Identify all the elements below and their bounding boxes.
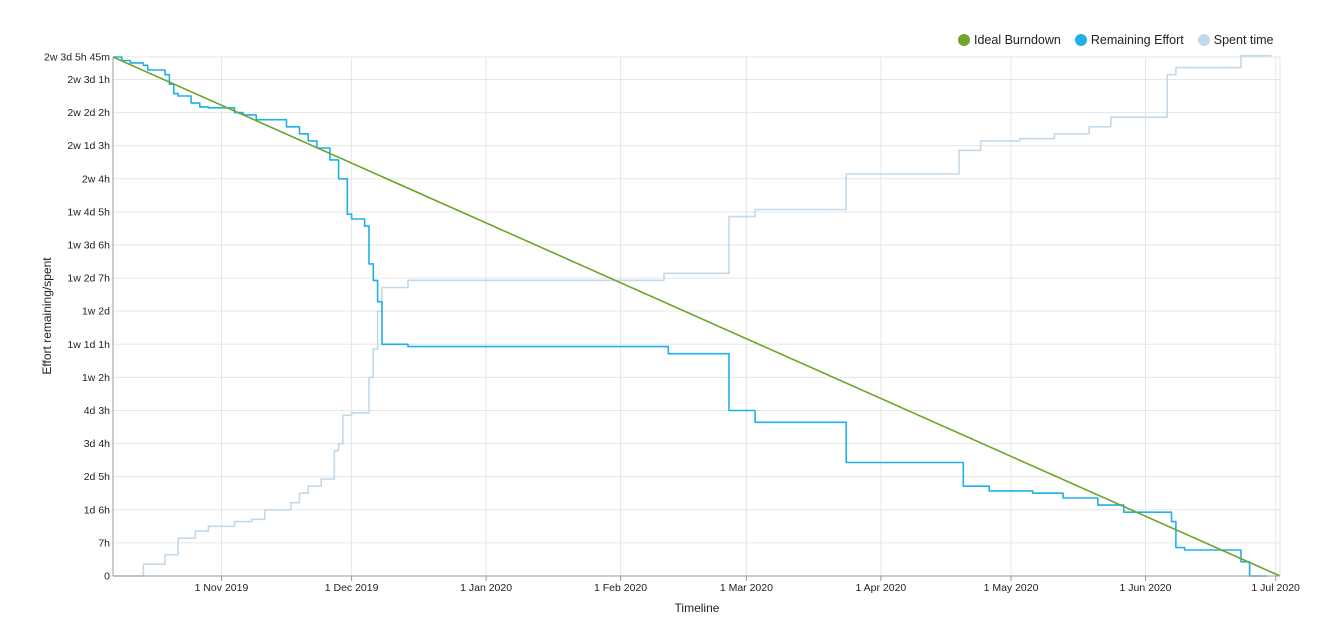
y-tick-label: 1d 6h <box>84 504 110 516</box>
legend-label: Ideal Burndown <box>974 33 1061 47</box>
legend-item-spent-time[interactable]: Spent time <box>1198 33 1274 47</box>
y-tick-label: 2w 2d 2h <box>67 107 110 119</box>
x-tick-label: 1 Dec 2019 <box>325 582 379 594</box>
y-axis-title: Effort remaining/spent <box>40 257 54 375</box>
y-tick-label: 3d 4h <box>84 438 110 450</box>
y-tick-label: 1w 2d <box>82 306 110 318</box>
y-tick-label: 0 <box>104 571 110 583</box>
y-tick-label: 2w 4h <box>82 173 110 185</box>
x-tick-label: 1 Jan 2020 <box>460 582 512 594</box>
y-tick-label: 1w 2d 7h <box>67 273 110 285</box>
legend-label: Spent time <box>1214 33 1274 47</box>
legend-dot-icon <box>1198 34 1210 46</box>
y-tick-label: 2w 3d 5h 45m <box>44 52 110 64</box>
series-layer <box>113 56 1280 576</box>
y-tick-label: 1w 2h <box>82 372 110 384</box>
y-tick-label: 2d 5h <box>84 471 110 483</box>
legend-label: Remaining Effort <box>1091 33 1184 47</box>
y-tick-label: 1w 3d 6h <box>67 239 110 251</box>
legend-item-remaining-effort[interactable]: Remaining Effort <box>1075 33 1184 47</box>
y-tick-label: 1w 1d 1h <box>67 339 110 351</box>
legend-dot-icon <box>958 34 970 46</box>
y-tick-label: 4d 3h <box>84 405 110 417</box>
x-tick-label: 1 Feb 2020 <box>594 582 647 594</box>
x-tick-label: 1 Apr 2020 <box>855 582 906 594</box>
axes: 0 7h 1d 6h 2d 5h 3d 4h 4d 3h 1w 2h 1w 1d 1h 1w 2… <box>44 52 1300 595</box>
y-tick-label: 2w 3d 1h <box>67 74 110 86</box>
legend-item-ideal-burndown[interactable]: Ideal Burndown <box>958 33 1061 47</box>
x-axis-title: Timeline <box>675 601 720 615</box>
x-tick-label: 1 Jun 2020 <box>1120 582 1172 594</box>
x-tick-label: 1 Nov 2019 <box>195 582 249 594</box>
chart-legend: Ideal Burndown Remaining Effort Spent ti… <box>958 33 1274 47</box>
x-tick-label: 1 May 2020 <box>984 582 1039 594</box>
legend-dot-icon <box>1075 34 1087 46</box>
y-tick-label: 2w 1d 3h <box>67 140 110 152</box>
x-tick-label: 1 Mar 2020 <box>720 582 773 594</box>
series-line-ideal-burndown <box>113 57 1280 576</box>
x-tick-label: 1 Jul 2020 <box>1251 582 1300 594</box>
y-tick-label: 7h <box>98 537 110 549</box>
y-tick-label: 1w 4d 5h <box>67 206 110 218</box>
